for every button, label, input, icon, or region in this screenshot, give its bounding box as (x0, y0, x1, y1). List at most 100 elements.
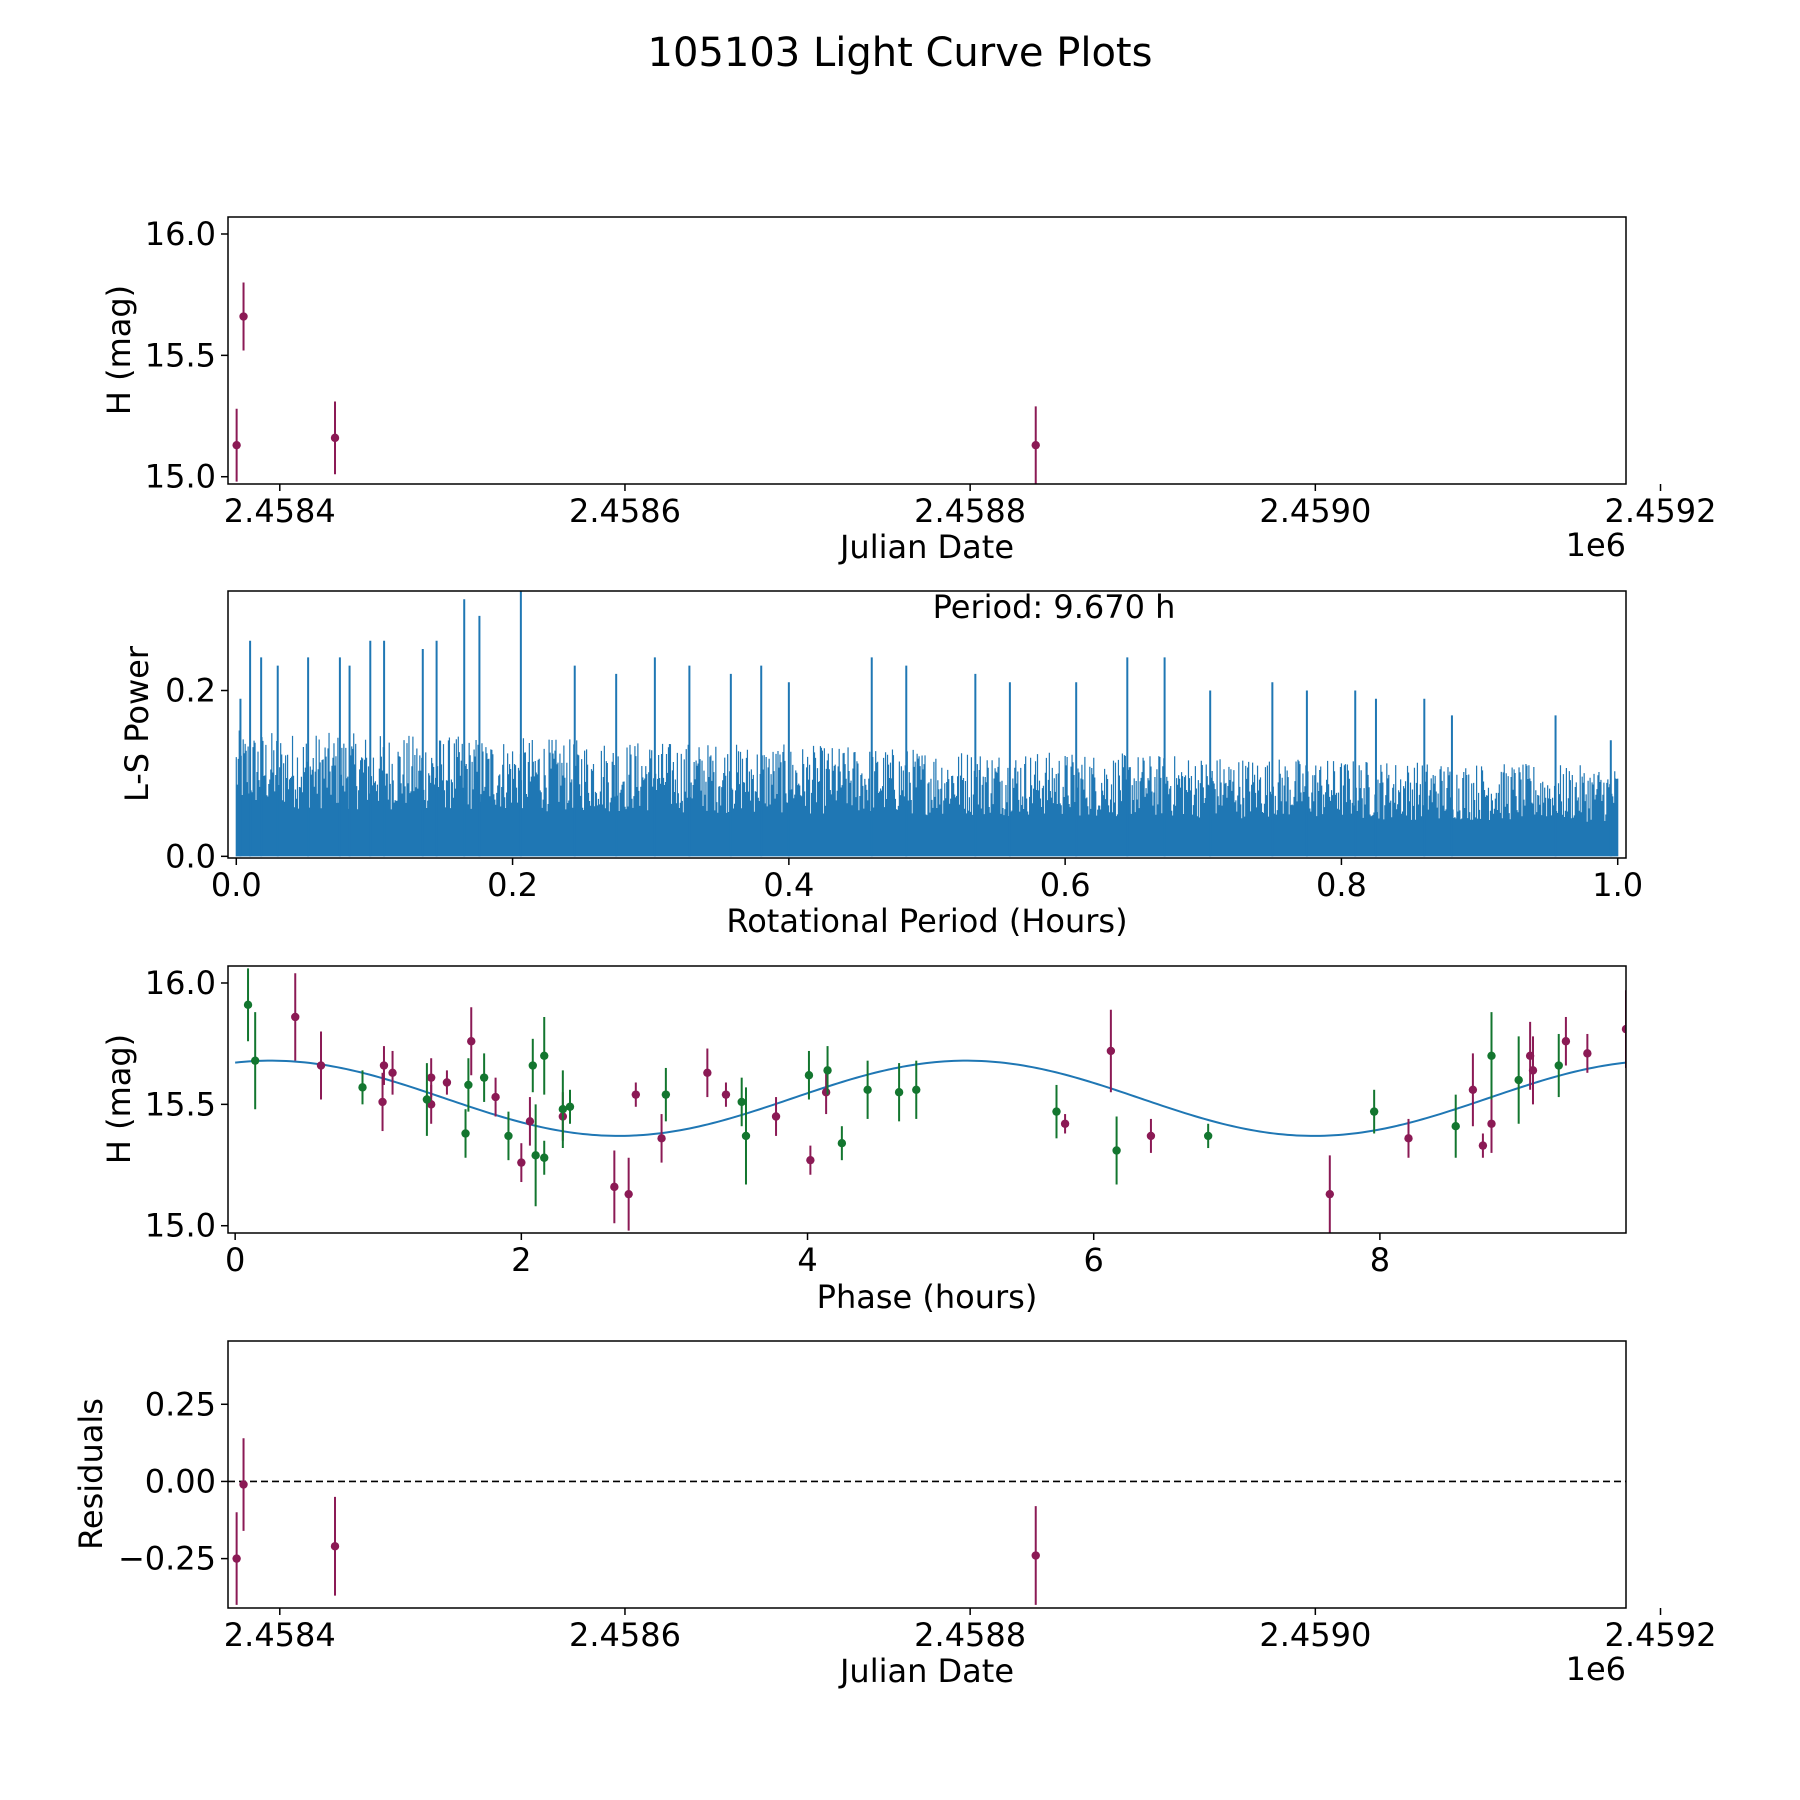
data-point (821, 1088, 831, 1097)
data-point (479, 1073, 489, 1082)
ylabel-residuals: Residuals (72, 1398, 110, 1550)
data-point (1583, 1049, 1592, 1058)
x-tick-label: 0.0 (211, 866, 262, 904)
x-tick-label: 0.2 (487, 866, 538, 904)
xlabel-periodogram: Rotational Period (Hours) (726, 902, 1127, 940)
data-point (442, 1078, 452, 1087)
data-point (863, 1085, 872, 1094)
data-point (703, 1068, 712, 1078)
data-point (232, 1554, 241, 1563)
data-point (491, 1092, 500, 1102)
axes-frame-light-curve (227, 216, 1627, 485)
data-point (1468, 1085, 1478, 1094)
panel-phased-curve: H (mag) Phase (hours) 0 2 4 6 8 15.0 15.5 16.0 (100, 964, 1627, 1316)
data-point (504, 1131, 513, 1141)
data-point (540, 1153, 549, 1162)
data-point (804, 1071, 814, 1080)
x-tick-label: 0 (225, 1241, 245, 1279)
data-point (1765, 358, 1773, 366)
y-tick-label: 0.00 (145, 1462, 216, 1500)
ylabel-periodogram: L-S Power (118, 645, 156, 802)
data-point (657, 1134, 666, 1143)
power-spectrum (235, 730, 1619, 857)
data-point (426, 1073, 436, 1082)
data-point (771, 1112, 781, 1121)
data-point (388, 1068, 397, 1078)
plot-area-residuals (228, 1438, 1797, 1605)
data-point (378, 1097, 387, 1107)
data-point (912, 1085, 921, 1094)
xlabel-light-curve: Julian Date (838, 528, 1014, 566)
y-tick-label: −0.25 (118, 1540, 216, 1578)
data-point (461, 1129, 470, 1138)
axes-frame-residuals (227, 1340, 1627, 1609)
data-point (1760, 397, 1768, 405)
data-point (1031, 1551, 1040, 1560)
axes-frame-phased-curve (227, 965, 1627, 1234)
plot-area-light-curve (232, 254, 1797, 484)
y-tick-label: 16.0 (145, 215, 216, 253)
plot-area-periodogram (235, 591, 1619, 857)
data-point (1789, 1499, 1797, 1507)
data-point (894, 1088, 904, 1097)
data-point (631, 1090, 641, 1099)
data-point (1052, 1107, 1061, 1116)
data-point (1621, 1024, 1626, 1034)
data-point (806, 1155, 815, 1165)
data-point (1789, 1502, 1797, 1510)
data-point (1112, 1146, 1121, 1155)
y-tick-label: 0.2 (165, 672, 216, 710)
x-tick-label: 2.4590 (1259, 1616, 1371, 1654)
data-point (565, 1102, 575, 1111)
data-point (737, 1097, 746, 1107)
data-point (464, 1080, 473, 1090)
data-point (239, 312, 248, 321)
x-tick-label: 0.8 (1316, 866, 1367, 904)
x-tick-label: 0.4 (763, 866, 814, 904)
data-point (316, 1061, 326, 1070)
data-point (1404, 1134, 1413, 1143)
data-point (823, 1066, 832, 1075)
x-tick-label: 2.4592 (1605, 1616, 1717, 1654)
x-tick-label: 8 (1370, 1241, 1390, 1279)
data-point (1487, 1051, 1496, 1061)
data-point (610, 1182, 619, 1192)
x-tick-label: 2.4586 (569, 1616, 681, 1654)
data-point (1765, 1527, 1773, 1535)
x-tick-label: 2.4588 (914, 1616, 1026, 1654)
data-point (330, 433, 340, 443)
x-tick-label: 2.4590 (1259, 492, 1371, 530)
data-point (1784, 254, 1792, 262)
data-point (1514, 1075, 1523, 1085)
data-point (1760, 1554, 1768, 1562)
panel-light-curve: H (mag) Julian Date 1e6 2.4584 2.4586 2.45… (100, 215, 1797, 566)
data-point (1561, 1037, 1571, 1046)
x-tick-label: 0.6 (1040, 866, 1091, 904)
data-point (291, 1012, 300, 1022)
ylabel-light-curve: H (mag) (100, 285, 138, 415)
y-tick-label: 15.5 (145, 1085, 216, 1123)
x-tick-label: 2 (511, 1241, 531, 1279)
data-point (525, 1117, 535, 1126)
data-point (1487, 1119, 1496, 1128)
x-tick-label: 4 (797, 1241, 817, 1279)
data-point (422, 1095, 432, 1104)
data-point (1203, 1131, 1213, 1141)
data-point (232, 440, 241, 450)
data-point (330, 1542, 340, 1551)
ylabel-phased-curve: H (mag) (100, 1034, 138, 1164)
data-point (250, 1056, 260, 1065)
data-point (1478, 1141, 1488, 1150)
x-tick-label: 6 (1084, 1241, 1104, 1279)
data-point (1789, 385, 1797, 393)
data-point (624, 1189, 633, 1199)
data-point (531, 1151, 540, 1160)
data-point (721, 1090, 731, 1099)
x-tick-label: 1.0 (1592, 866, 1643, 904)
data-point (239, 1480, 248, 1489)
panel-residuals: Residuals Julian Date 1e6 2.4584 2.4586 2.… (72, 1340, 1797, 1690)
data-point (741, 1131, 751, 1141)
data-point (358, 1083, 367, 1092)
data-point (467, 1037, 476, 1046)
